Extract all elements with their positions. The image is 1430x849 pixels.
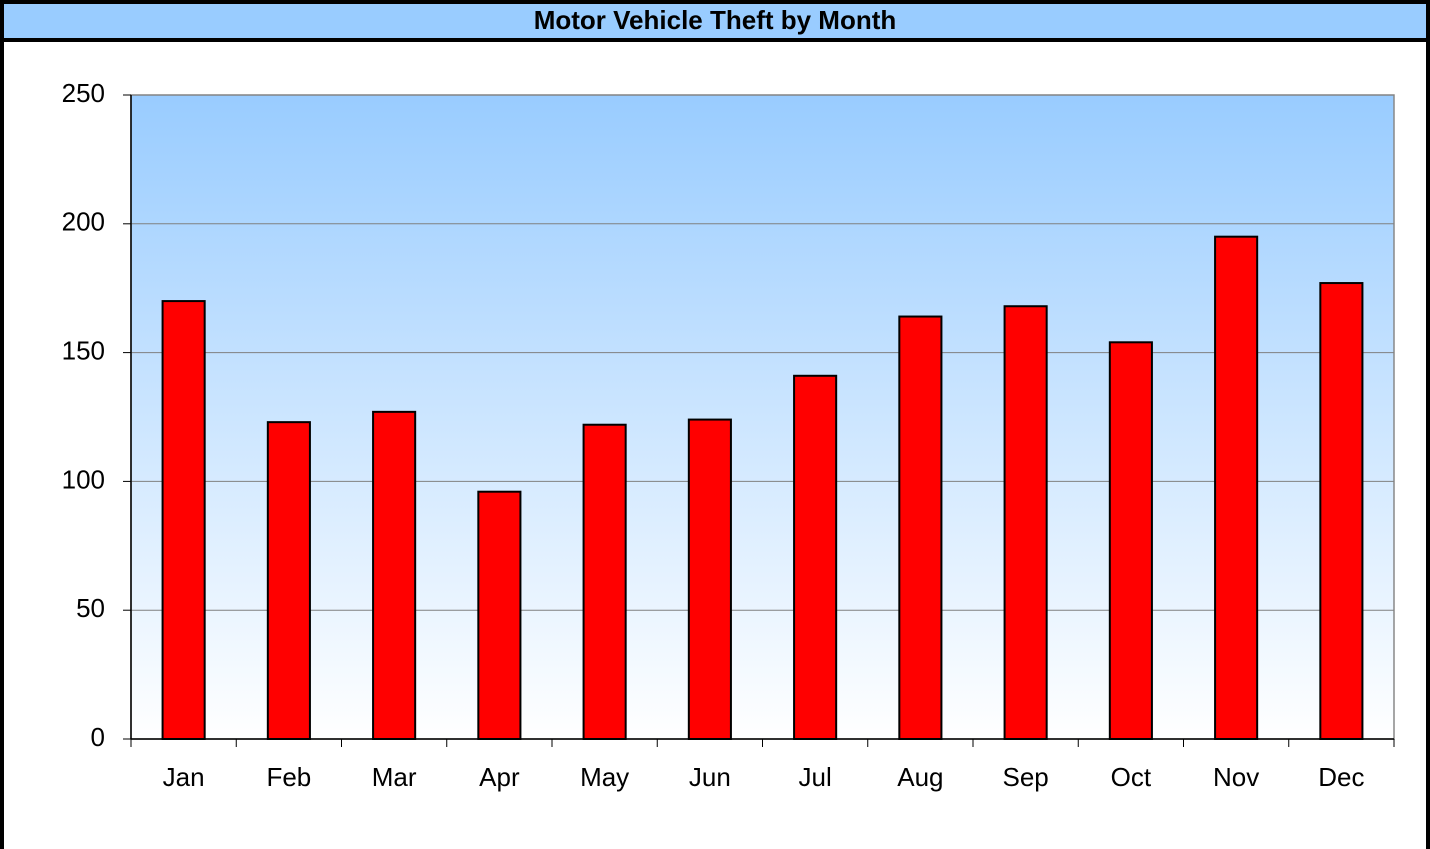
x-tick-label: Apr [479, 762, 520, 792]
y-tick-label: 250 [62, 78, 105, 108]
x-tick-label: Sep [1002, 762, 1048, 792]
bar [477, 490, 522, 741]
y-tick-label: 100 [62, 464, 105, 494]
bar [1214, 235, 1259, 740]
bar [1319, 282, 1364, 740]
bar [582, 423, 627, 740]
y-tick-label: 150 [62, 335, 105, 365]
x-tick-label: Mar [372, 762, 417, 792]
bar [161, 300, 206, 740]
x-tick-label: Jan [163, 762, 205, 792]
bar [1108, 341, 1153, 740]
x-tick-label: Oct [1111, 762, 1152, 792]
x-tick-label: Feb [266, 762, 311, 792]
plot-area [130, 94, 1395, 740]
title-bar [0, 0, 1430, 42]
x-tick-label: Aug [897, 762, 943, 792]
bar [372, 410, 417, 740]
x-tick-label: Nov [1213, 762, 1259, 792]
x-tick-label: Dec [1318, 762, 1364, 792]
chart-title: Motor Vehicle Theft by Month [534, 5, 897, 35]
y-tick-label: 0 [91, 722, 105, 752]
y-tick-label: 200 [62, 207, 105, 237]
x-tick-label: Jul [799, 762, 832, 792]
y-tick-label: 50 [76, 593, 105, 623]
bar [793, 374, 838, 740]
bar [898, 315, 943, 740]
bar [1003, 305, 1048, 740]
x-tick-label: Jun [689, 762, 731, 792]
x-tick-label: May [580, 762, 629, 792]
bar [266, 421, 311, 740]
bar [687, 418, 732, 740]
